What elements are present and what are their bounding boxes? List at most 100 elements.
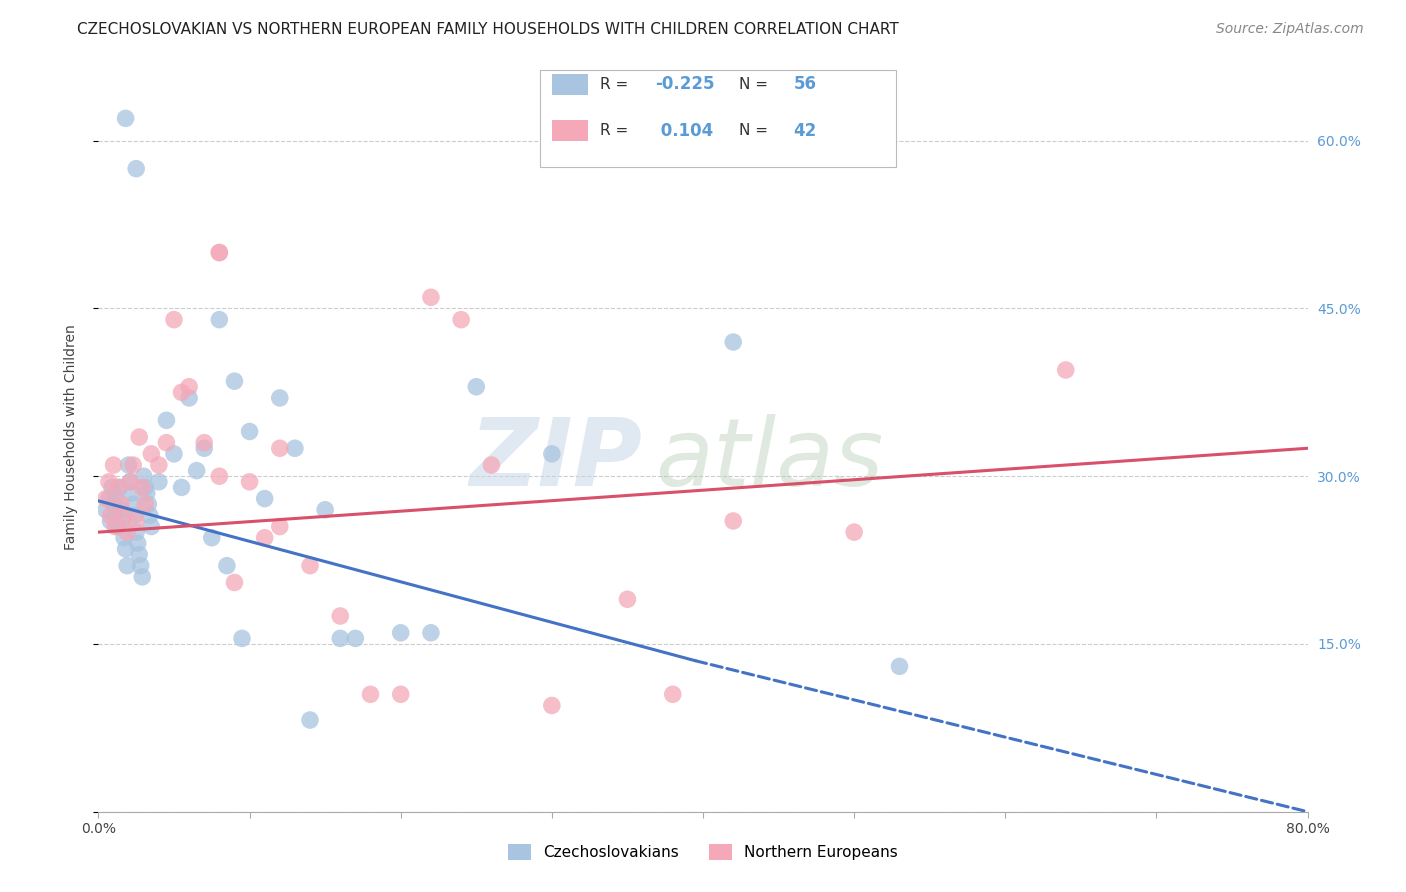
Point bbox=[186, 464, 208, 478]
Point bbox=[723, 334, 745, 349]
Point bbox=[420, 290, 443, 304]
Point bbox=[136, 497, 159, 511]
Point bbox=[215, 558, 238, 573]
Point bbox=[112, 508, 135, 523]
Point bbox=[208, 245, 231, 260]
Point bbox=[122, 458, 145, 472]
Point bbox=[98, 475, 121, 489]
Point bbox=[299, 558, 322, 573]
Point bbox=[193, 435, 215, 450]
Point bbox=[420, 625, 443, 640]
Legend: Czechoslovakians, Northern Europeans: Czechoslovakians, Northern Europeans bbox=[501, 837, 905, 868]
Point bbox=[299, 713, 322, 727]
Point bbox=[179, 380, 201, 394]
Point bbox=[723, 514, 745, 528]
Point bbox=[124, 508, 146, 523]
Point bbox=[94, 491, 117, 506]
Point bbox=[148, 458, 170, 472]
Text: -0.225: -0.225 bbox=[655, 75, 714, 93]
Point bbox=[107, 480, 129, 494]
Point bbox=[125, 161, 148, 176]
Point bbox=[269, 442, 291, 456]
Text: R =: R = bbox=[600, 77, 633, 92]
Point bbox=[118, 458, 141, 472]
Point bbox=[661, 687, 683, 701]
Point bbox=[141, 447, 163, 461]
Point bbox=[329, 632, 352, 646]
Point bbox=[844, 525, 866, 540]
Point bbox=[112, 531, 135, 545]
Point bbox=[163, 447, 186, 461]
FancyBboxPatch shape bbox=[540, 70, 897, 168]
Point bbox=[129, 558, 152, 573]
Point bbox=[450, 312, 472, 326]
Point bbox=[121, 486, 143, 500]
Point bbox=[103, 497, 125, 511]
Point bbox=[125, 514, 148, 528]
Point bbox=[115, 558, 138, 573]
Point bbox=[114, 112, 136, 126]
Point bbox=[100, 508, 122, 523]
Point bbox=[540, 447, 562, 461]
Point bbox=[122, 497, 145, 511]
Point bbox=[269, 391, 291, 405]
Point bbox=[114, 541, 136, 556]
Point bbox=[389, 625, 412, 640]
Point bbox=[193, 442, 215, 456]
Point bbox=[128, 430, 150, 444]
Point bbox=[131, 570, 153, 584]
Point bbox=[105, 491, 128, 506]
Point bbox=[155, 435, 177, 450]
Point bbox=[104, 508, 127, 523]
Point bbox=[224, 374, 246, 388]
Y-axis label: Family Households with Children: Family Households with Children bbox=[63, 324, 77, 550]
Point bbox=[148, 475, 170, 489]
Point bbox=[360, 687, 382, 701]
Point bbox=[540, 698, 562, 713]
Point bbox=[208, 312, 231, 326]
Text: N =: N = bbox=[740, 123, 773, 138]
Point bbox=[253, 531, 276, 545]
Point bbox=[314, 502, 336, 516]
Point bbox=[104, 519, 127, 533]
Point bbox=[128, 548, 150, 562]
Point bbox=[344, 632, 367, 646]
Point bbox=[110, 497, 132, 511]
Point bbox=[253, 491, 276, 506]
FancyBboxPatch shape bbox=[551, 120, 588, 141]
Point bbox=[101, 480, 124, 494]
Point bbox=[135, 486, 157, 500]
Point bbox=[134, 480, 156, 494]
Point bbox=[107, 519, 129, 533]
Point bbox=[139, 508, 162, 523]
Point bbox=[98, 491, 121, 506]
Point bbox=[120, 475, 142, 489]
Point bbox=[110, 502, 132, 516]
Point bbox=[115, 525, 138, 540]
Point bbox=[131, 480, 153, 494]
Text: CZECHOSLOVAKIAN VS NORTHERN EUROPEAN FAMILY HOUSEHOLDS WITH CHILDREN CORRELATION: CZECHOSLOVAKIAN VS NORTHERN EUROPEAN FAM… bbox=[77, 22, 898, 37]
Point bbox=[239, 475, 262, 489]
Point bbox=[170, 480, 193, 494]
Point bbox=[329, 609, 352, 624]
Text: 42: 42 bbox=[793, 121, 817, 140]
Text: R =: R = bbox=[600, 123, 633, 138]
Point bbox=[163, 312, 186, 326]
Point bbox=[201, 531, 224, 545]
Point bbox=[125, 525, 148, 540]
Point bbox=[224, 575, 246, 590]
Point bbox=[134, 497, 156, 511]
Point bbox=[155, 413, 177, 427]
Text: N =: N = bbox=[740, 77, 773, 92]
Point bbox=[616, 592, 638, 607]
Point bbox=[208, 469, 231, 483]
Point bbox=[231, 632, 253, 646]
Point bbox=[481, 458, 503, 472]
Text: 0.104: 0.104 bbox=[655, 121, 713, 140]
Text: Source: ZipAtlas.com: Source: ZipAtlas.com bbox=[1216, 22, 1364, 37]
Point bbox=[239, 425, 262, 439]
Point bbox=[111, 514, 134, 528]
Point bbox=[108, 480, 131, 494]
Point bbox=[132, 469, 155, 483]
Point bbox=[103, 458, 125, 472]
